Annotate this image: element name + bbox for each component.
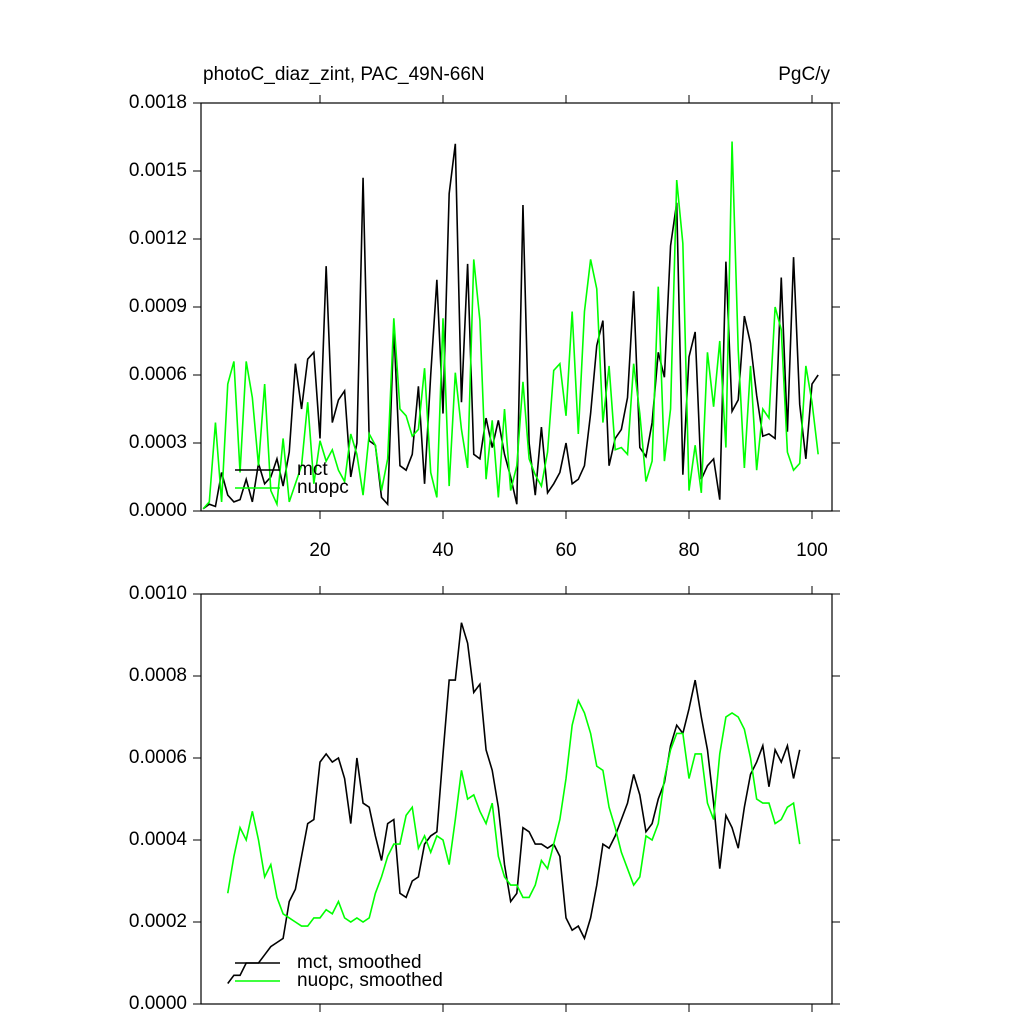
y-tick-label: 0.0000	[129, 500, 187, 521]
y-tick-label: 0.0012	[129, 228, 187, 249]
y-tick-label: 0.0010	[129, 583, 187, 604]
x-tick-label: 100	[796, 540, 828, 561]
y-tick-label: 0.0015	[129, 160, 187, 181]
series-line	[226, 698, 801, 927]
plot-frame	[200, 593, 833, 1005]
x-tick-label: 40	[432, 540, 453, 561]
legend-label: nuopc	[297, 477, 349, 498]
units-label: PgC/y	[778, 64, 830, 85]
y-tick-label: 0.0006	[129, 747, 187, 768]
chart-title: photoC_diaz_zint, PAC_49N-66N	[203, 64, 485, 85]
y-tick-label: 0.0009	[129, 296, 187, 317]
y-tick-label: 0.0018	[129, 92, 187, 113]
y-tick-label: 0.0008	[129, 665, 187, 686]
legend-label: nuopc, smoothed	[297, 970, 443, 991]
y-tick-label: 0.0002	[129, 911, 187, 932]
y-tick-label: 0.0006	[129, 364, 187, 385]
y-tick-label: 0.0000	[129, 993, 187, 1014]
series-line	[227, 622, 801, 984]
x-tick-label: 80	[678, 540, 699, 561]
y-tick-label: 0.0004	[129, 829, 188, 850]
x-tick-label: 20	[309, 540, 330, 561]
y-tick-label: 0.0003	[129, 432, 187, 453]
series-line	[202, 143, 819, 510]
legend-label: mct, smoothed	[297, 952, 422, 973]
series-line	[202, 141, 819, 510]
x-tick-label: 60	[555, 540, 576, 561]
legend-label: mct	[297, 459, 328, 480]
